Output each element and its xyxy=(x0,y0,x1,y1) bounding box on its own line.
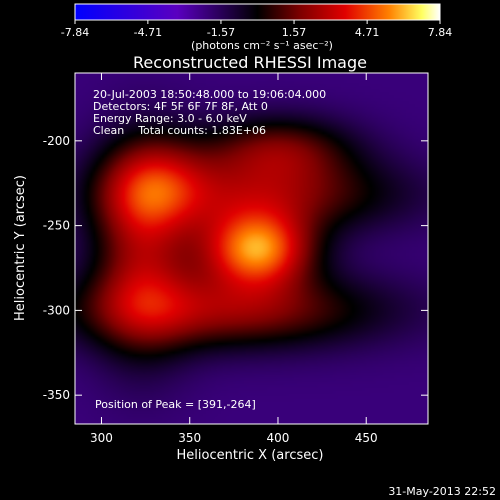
clean-counts-text: Clean Total counts: 1.83E+06 xyxy=(93,124,266,137)
annotation-block: 20-Jul-2003 18:50:48.000 to 19:06:04.000… xyxy=(93,88,326,137)
colorbar-tick-label: -1.57 xyxy=(207,26,235,39)
y-axis-title: Heliocentric Y (arcsec) xyxy=(13,175,28,321)
heatmap-image xyxy=(75,73,428,424)
energy-range-text: Energy Range: 3.0 - 6.0 keV xyxy=(93,112,247,125)
x-tick-label: 300 xyxy=(90,431,113,445)
x-tick-label: 400 xyxy=(267,431,290,445)
colorbar-unit-label: (photons cm⁻² s⁻¹ asec⁻²) xyxy=(191,39,333,52)
y-tick-label: -250 xyxy=(43,219,70,233)
colorbar-gradient xyxy=(74,3,441,21)
colorbar: -7.84 -4.71 -1.57 1.57 4.71 7.84 (photons cm⁻… xyxy=(61,3,452,52)
plot-area: 300 350 400 450 -200 -250 -300 -350 xyxy=(43,72,429,445)
chart-title: Reconstructed RHESSI Image xyxy=(133,53,367,72)
colorbar-tick-label: 1.57 xyxy=(282,26,307,39)
render-timestamp: 31-May-2013 22:52 xyxy=(388,485,496,498)
detectors-text: Detectors: 4F 5F 6F 7F 8F, Att 0 xyxy=(93,100,268,113)
colorbar-ticks: -7.84 -4.71 -1.57 1.57 4.71 7.84 xyxy=(61,20,452,39)
x-axis-title: Heliocentric X (arcsec) xyxy=(177,448,324,463)
colorbar-tick-label: -4.71 xyxy=(134,26,162,39)
peak-position-text: Position of Peak = [391,-264] xyxy=(95,398,256,411)
colorbar-tick-label: 7.84 xyxy=(428,26,453,39)
y-tick-label: -350 xyxy=(43,388,70,402)
colorbar-tick-label: 4.71 xyxy=(355,26,380,39)
plot-frame xyxy=(74,72,429,425)
y-tick-label: -300 xyxy=(43,303,70,317)
axis-ticks: 300 350 400 450 -200 -250 -300 -350 xyxy=(43,73,428,445)
time-range-text: 20-Jul-2003 18:50:48.000 to 19:06:04.000 xyxy=(93,88,326,101)
colorbar-tick-label: -7.84 xyxy=(61,26,89,39)
x-tick-label: 350 xyxy=(178,431,201,445)
y-tick-label: -200 xyxy=(43,134,70,148)
x-tick-label: 450 xyxy=(355,431,378,445)
